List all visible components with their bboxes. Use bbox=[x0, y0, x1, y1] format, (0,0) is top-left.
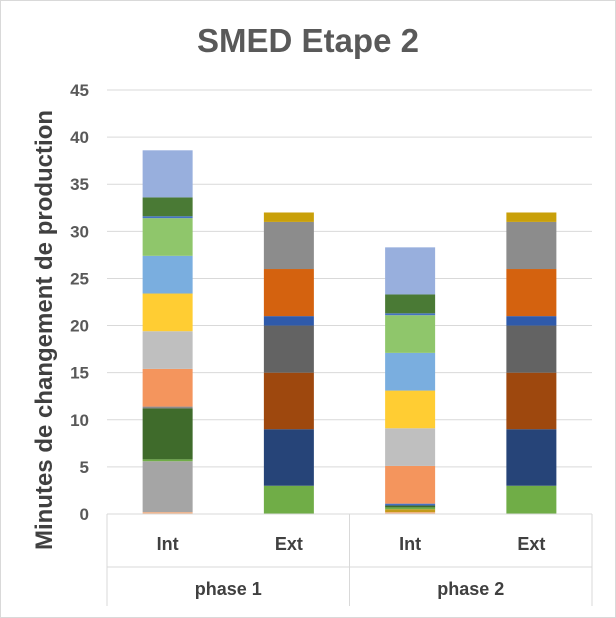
x-tick-label: Ext bbox=[517, 534, 545, 554]
bar-segment bbox=[263, 316, 314, 326]
x-tick-label: Ext bbox=[275, 534, 303, 554]
bar-segment bbox=[385, 313, 436, 316]
bar-stacks bbox=[142, 150, 557, 514]
bar-segment bbox=[142, 461, 193, 513]
bar-stack bbox=[506, 212, 557, 514]
x-group-label: phase 2 bbox=[437, 579, 504, 599]
bar-segment bbox=[263, 485, 314, 514]
y-tick-label: 40 bbox=[70, 128, 89, 147]
bar-segment bbox=[385, 505, 436, 508]
bar-segment bbox=[506, 212, 557, 222]
y-tick-label: 30 bbox=[70, 222, 89, 241]
bar-segment bbox=[142, 150, 193, 198]
bar-segment bbox=[142, 331, 193, 369]
bar-segment bbox=[385, 390, 436, 429]
bar-segment bbox=[263, 325, 314, 373]
bar-segment bbox=[506, 372, 557, 430]
bar-segment bbox=[142, 406, 193, 409]
bar-segment bbox=[385, 315, 436, 353]
bar-segment bbox=[263, 372, 314, 430]
bar-segment bbox=[506, 325, 557, 373]
bar-segment bbox=[142, 218, 193, 256]
bar-segment bbox=[385, 503, 436, 506]
bar-segment bbox=[142, 197, 193, 217]
bar-segment bbox=[385, 507, 436, 510]
y-tick-label: 15 bbox=[70, 364, 89, 383]
y-tick-label: 0 bbox=[80, 505, 89, 524]
bar-segment bbox=[142, 512, 193, 514]
y-tick-label: 20 bbox=[70, 317, 89, 336]
x-group-label: phase 1 bbox=[195, 579, 262, 599]
bar-segment bbox=[385, 294, 436, 314]
y-axis-title: Minutes de changement de production bbox=[31, 110, 58, 550]
y-tick-labels: 0 5 10 15 20 25 30 35 40 45 bbox=[70, 81, 89, 524]
bar-segment bbox=[506, 269, 557, 317]
bar-segment bbox=[385, 352, 436, 391]
bar-segment bbox=[506, 316, 557, 326]
bar-segment bbox=[142, 293, 193, 332]
bar-stack bbox=[142, 150, 193, 514]
bar-segment bbox=[385, 509, 436, 513]
y-tick-label: 10 bbox=[70, 411, 89, 430]
y-tick-label: 45 bbox=[70, 81, 89, 100]
y-tick-label: 25 bbox=[70, 269, 89, 288]
bar-segment bbox=[142, 368, 193, 407]
x-tick-label: Int bbox=[399, 534, 421, 554]
y-tick-label: 5 bbox=[80, 458, 89, 477]
y-tick-label: 35 bbox=[70, 175, 89, 194]
bar-segment bbox=[263, 269, 314, 317]
x-tick-label: Int bbox=[157, 534, 179, 554]
bar-segment bbox=[263, 212, 314, 222]
bar-segment bbox=[263, 429, 314, 486]
x-axis: Int Ext Int Ext phase 1 phase 2 bbox=[106, 513, 593, 606]
bar-segment bbox=[142, 255, 193, 294]
bar-segment bbox=[506, 429, 557, 486]
bar-segment bbox=[142, 459, 193, 462]
bar-segment bbox=[385, 465, 436, 504]
bar-segment bbox=[142, 216, 193, 219]
bar-segment bbox=[506, 221, 557, 270]
bar-segment bbox=[385, 247, 436, 295]
bar-stack bbox=[263, 212, 314, 514]
chart-title: SMED Etape 2 bbox=[197, 22, 419, 59]
bar-segment bbox=[385, 512, 436, 514]
bar-segment bbox=[263, 221, 314, 270]
bar-segment bbox=[142, 408, 193, 460]
bar-segment bbox=[506, 485, 557, 514]
bar-segment bbox=[385, 428, 436, 466]
bar-stack bbox=[385, 247, 436, 514]
